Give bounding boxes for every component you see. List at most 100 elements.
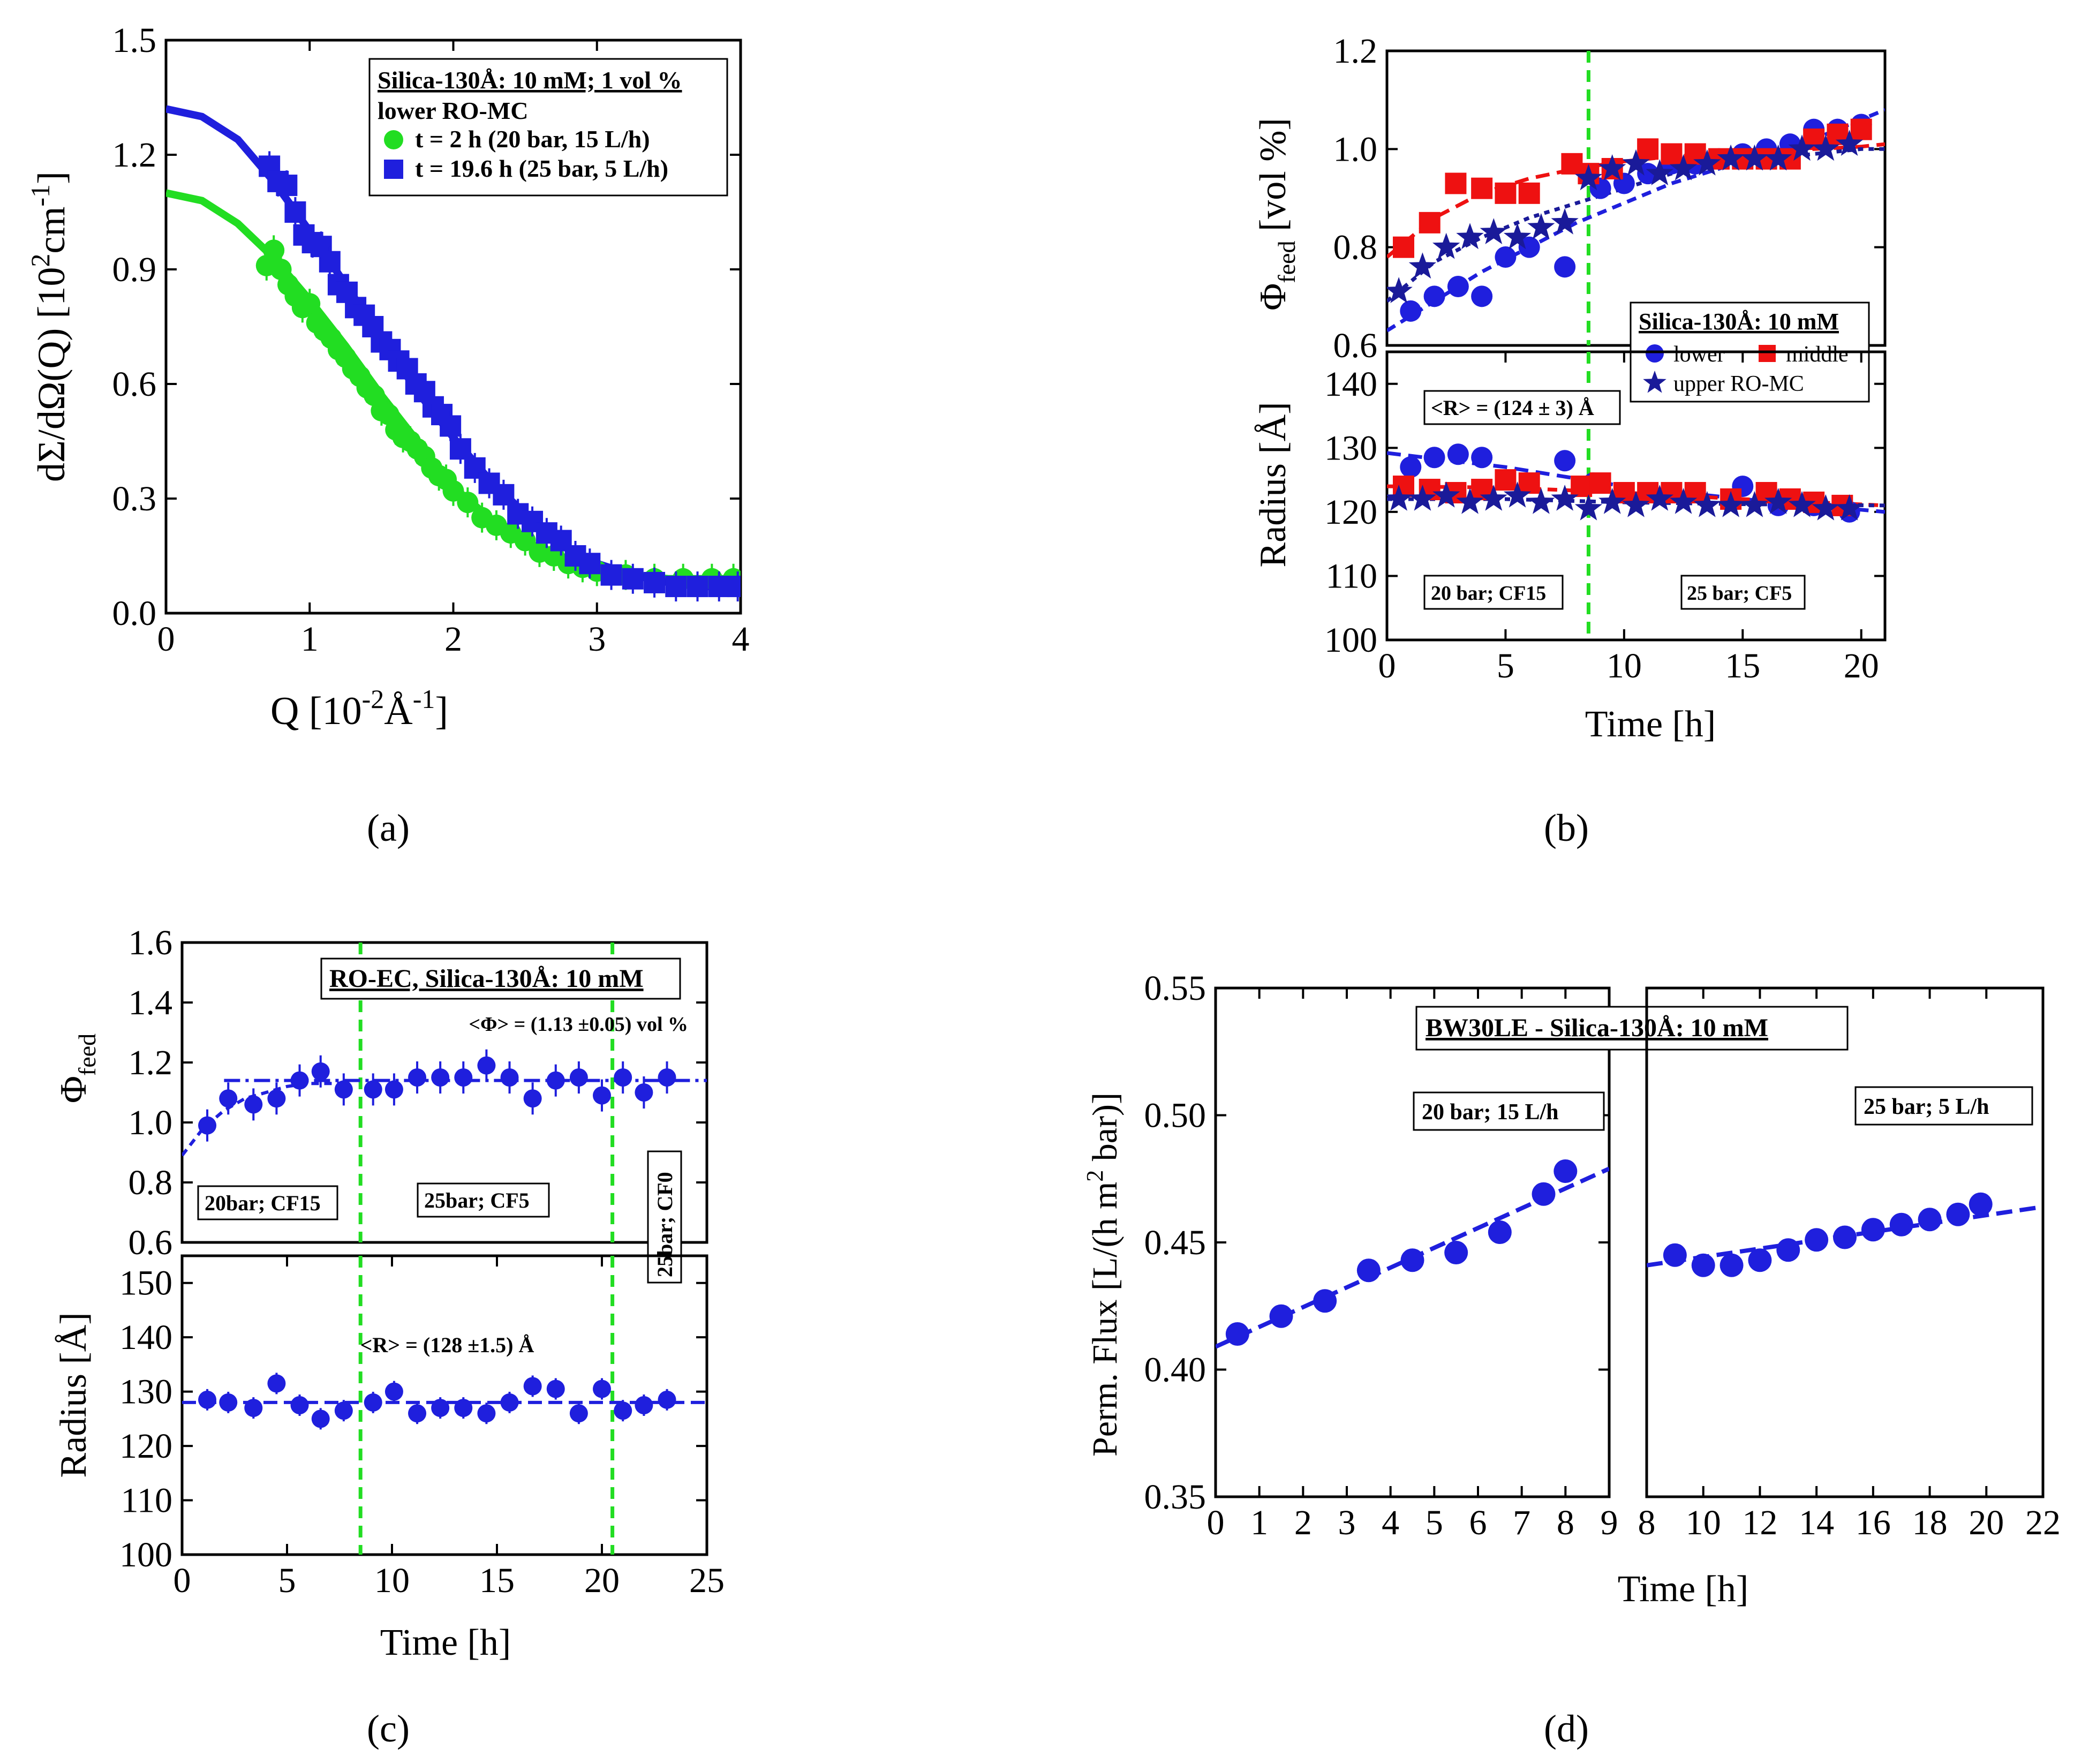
- data-point: [523, 1089, 542, 1108]
- x-tick-label: 6: [1469, 1503, 1487, 1542]
- data-point: [1432, 232, 1460, 259]
- y-tick-label: 150: [119, 1264, 172, 1303]
- plot-frame: [1645, 986, 2045, 1498]
- data-point: [1720, 1253, 1744, 1277]
- data-point: [1356, 1258, 1381, 1283]
- y-tick-label: 130: [119, 1373, 172, 1412]
- data-point: [593, 1086, 611, 1105]
- x-tick-label: 5: [1426, 1503, 1443, 1542]
- panel-c-xlabel: Time [h]: [380, 1622, 511, 1663]
- data-point: [1518, 182, 1540, 204]
- plot-area: [1387, 352, 1885, 640]
- phase-annotation: 25bar; CF0: [653, 1172, 677, 1277]
- data-point: [1764, 144, 1792, 171]
- annotation-box: [1854, 1086, 2033, 1126]
- data-point: [1400, 1248, 1424, 1272]
- data-point: [1445, 172, 1467, 194]
- plot-area: [1387, 51, 1885, 345]
- y-tick-label: 140: [119, 1318, 172, 1357]
- x-tick-label: 22: [2025, 1503, 2061, 1542]
- panel-label-a: (a): [367, 806, 410, 849]
- fit-line: [1387, 108, 1885, 333]
- data-point: [1833, 1225, 1857, 1249]
- data-point: [1776, 1238, 1800, 1262]
- data-point: [1471, 177, 1493, 199]
- data-point: [364, 1393, 382, 1412]
- data-point: [1527, 213, 1555, 239]
- data-point: [276, 175, 298, 197]
- data-point: [614, 1068, 632, 1087]
- y-tick-label: 0.40: [1144, 1351, 1206, 1390]
- data-point: [1717, 144, 1745, 171]
- legend-title: Silica-130Å: 10 mM; 1 vol %: [378, 66, 682, 94]
- panel-d-xlabel: Time [h]: [1618, 1569, 1748, 1610]
- y-tick-label: 130: [1324, 428, 1377, 468]
- x-tick-label: 18: [1912, 1503, 1948, 1542]
- data-point: [1471, 447, 1493, 469]
- data-point: [500, 1068, 519, 1087]
- data-point: [198, 1116, 217, 1135]
- data-point: [687, 576, 708, 598]
- data-point: [1432, 481, 1460, 508]
- data-point: [364, 1080, 382, 1099]
- x-tick-label: 15: [1725, 646, 1760, 685]
- data-point: [1693, 491, 1721, 517]
- data-point: [1622, 491, 1650, 517]
- x-tick-label: 20: [1844, 646, 1879, 685]
- data-point: [1969, 1192, 1993, 1216]
- data-point: [546, 1379, 565, 1398]
- data-point: [593, 1379, 611, 1398]
- data-point: [1551, 485, 1579, 511]
- data-point: [1447, 276, 1469, 297]
- panel-label-c: (c): [367, 1707, 410, 1750]
- condition-annotation: 20 bar; 15 L/h: [1422, 1100, 1559, 1125]
- annotation-box: [1423, 390, 1621, 425]
- x-tick-label: 3: [588, 620, 606, 659]
- y-tick-label: 1.2: [1333, 32, 1378, 71]
- data-point: [319, 251, 341, 273]
- legend-box: [368, 58, 728, 197]
- data-point: [267, 1374, 286, 1393]
- data-point: [493, 484, 515, 506]
- data-point: [1669, 488, 1698, 514]
- x-tick-label: 1: [301, 620, 319, 659]
- data-point: [1598, 154, 1626, 180]
- y-tick-label: 100: [119, 1535, 172, 1574]
- data-point: [708, 576, 730, 598]
- data-point: [1503, 481, 1532, 508]
- data-point: [440, 415, 462, 437]
- data-point: [1740, 144, 1769, 171]
- data-point: [635, 1396, 653, 1414]
- data-point: [1574, 164, 1603, 191]
- data-point: [267, 1089, 286, 1108]
- data-point: [1518, 472, 1540, 494]
- data-point: [727, 576, 741, 598]
- data-point: [658, 1068, 676, 1087]
- data-point: [431, 1068, 450, 1087]
- annotation-box: [1415, 1006, 1849, 1051]
- legend-subtitle: lower RO-MC: [378, 97, 528, 124]
- data-point: [1663, 1243, 1687, 1267]
- legend-marker: [1643, 371, 1666, 393]
- data-point: [1554, 256, 1576, 278]
- panel-a-ylabel: dΣ/dΩ(Q) [102cm-1]: [25, 171, 73, 482]
- plot-frame: [180, 941, 708, 1244]
- chart-panel-d-flux-right: 8 10 12 14 16 18 20 22 25 bar; 5 L/h: [1638, 986, 2061, 1542]
- mean-phi-annotation: <Φ> = (1.13 ±0.05) vol %: [469, 1013, 688, 1036]
- panel-label-d: (d): [1544, 1707, 1589, 1750]
- panel-c-bottom-ylabel: Radius [Å]: [53, 1312, 94, 1477]
- plot-area: [1647, 1192, 2043, 1277]
- y-tick-label: 0.9: [112, 250, 157, 289]
- data-point: [579, 553, 601, 575]
- data-point: [431, 1399, 450, 1418]
- data-point: [1740, 491, 1769, 517]
- data-point: [1571, 476, 1593, 497]
- y-tick-label: 0.3: [112, 479, 157, 518]
- data-point: [635, 1083, 653, 1102]
- chart-panel-b-volume-fraction: 0.6 0.8 1.0 1.2 Silica-130Å: 10 mM lower middl…: [1333, 32, 1887, 403]
- phase-annotation: 25 bar; CF5: [1687, 582, 1792, 605]
- y-tick-label: 0.6: [129, 1223, 173, 1262]
- data-point: [457, 492, 479, 514]
- data-point: [1812, 494, 1839, 521]
- data-point: [1495, 246, 1517, 268]
